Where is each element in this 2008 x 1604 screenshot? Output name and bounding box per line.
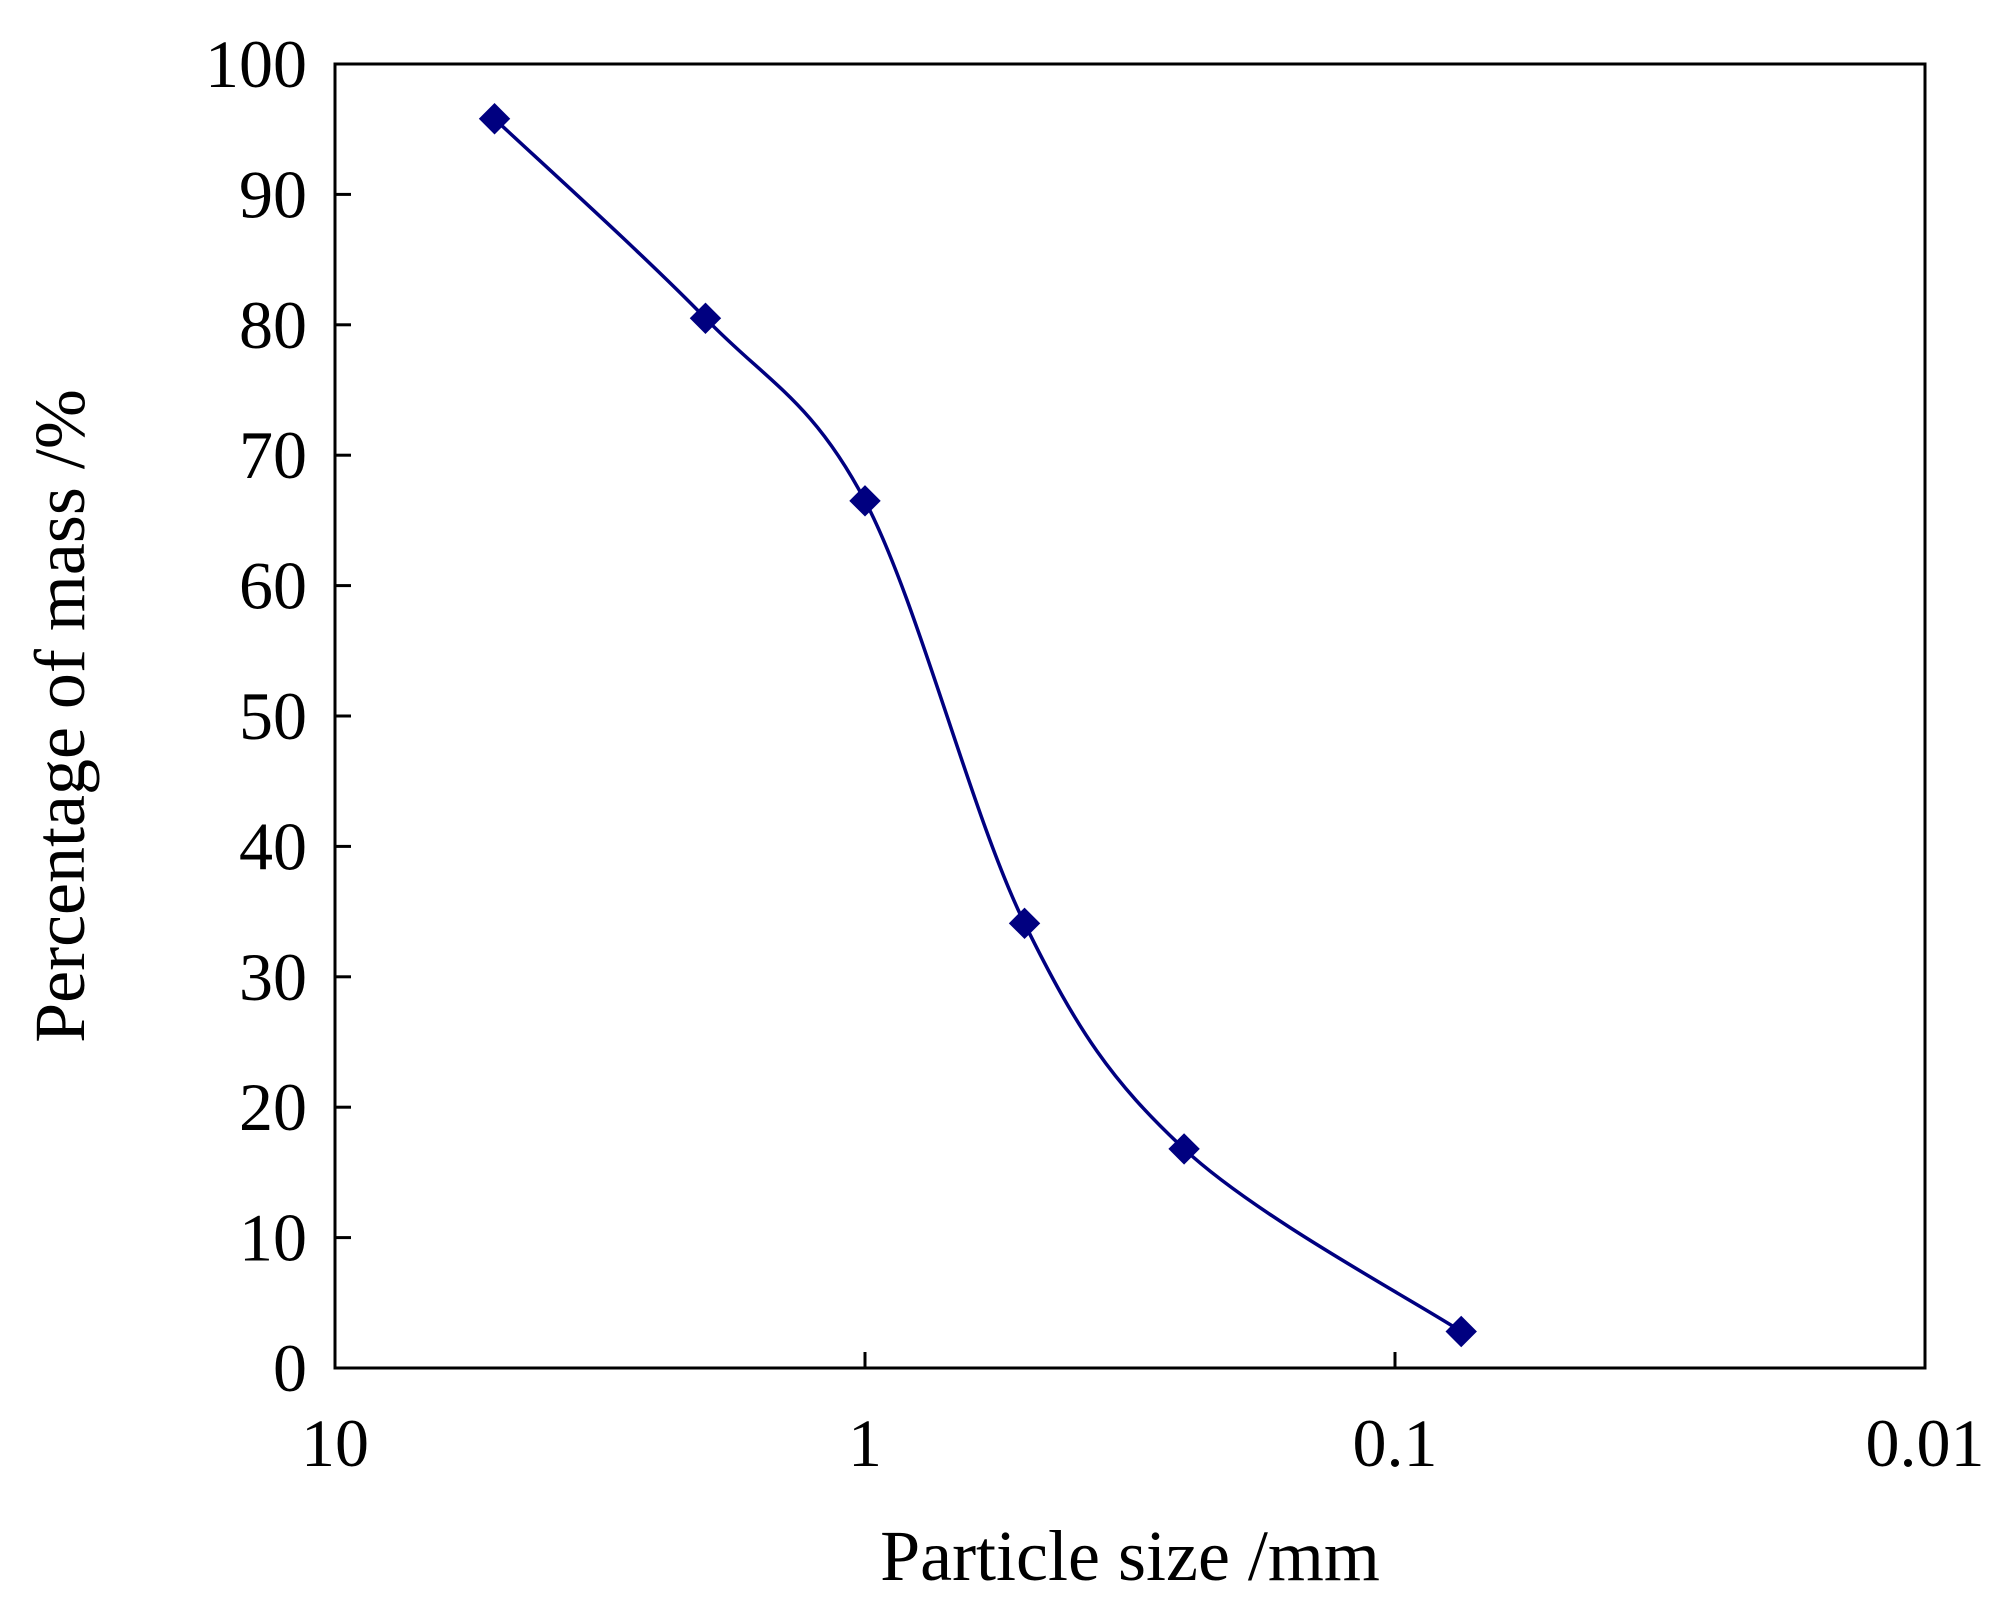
y-tick-label: 60 [239, 548, 307, 624]
series-line [493, 117, 1463, 1333]
y-tick-label: 50 [239, 678, 307, 754]
y-axis-ticks: 0 10 20 30 40 50 60 70 80 90 100 [205, 26, 351, 1406]
x-tick-label: 1 [848, 1405, 882, 1481]
y-tick-label: 30 [239, 939, 307, 1015]
data-point-marker [849, 485, 881, 517]
series-markers [478, 103, 1477, 1348]
x-tick-label: 0.01 [1866, 1405, 1985, 1481]
data-point-marker [1168, 1133, 1200, 1165]
y-tick-label: 20 [239, 1069, 307, 1145]
x-tick-label: 10 [301, 1405, 369, 1481]
data-point-marker [1008, 907, 1041, 940]
data-point-marker [478, 103, 511, 135]
y-axis-title: Percentage of mass /% [20, 389, 100, 1043]
x-axis-ticks: 10 1 0.1 0.01 [301, 1352, 1985, 1481]
data-point-marker [689, 302, 722, 334]
y-tick-label: 70 [239, 417, 307, 493]
data-point-marker [1445, 1315, 1477, 1348]
y-tick-label: 40 [239, 808, 307, 884]
y-tick-label: 90 [239, 156, 307, 232]
y-tick-label: 80 [239, 287, 307, 363]
y-tick-label: 10 [239, 1200, 307, 1276]
y-tick-label: 0 [273, 1330, 307, 1406]
x-axis-title: Particle size /mm [880, 1516, 1380, 1596]
y-tick-label: 100 [205, 26, 307, 102]
plot-frame [333, 62, 1927, 1370]
x-tick-label: 0.1 [1353, 1405, 1438, 1481]
